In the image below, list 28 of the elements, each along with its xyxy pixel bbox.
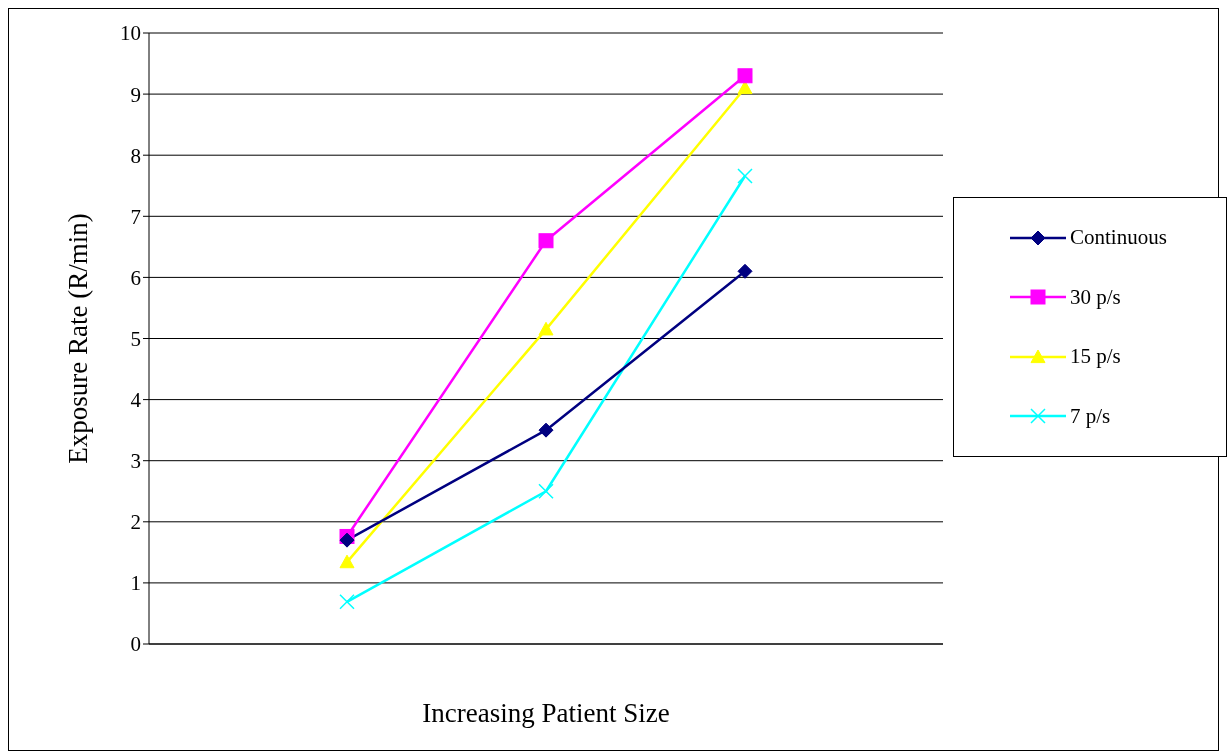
point <box>538 483 554 499</box>
y-tick-label: 10 <box>120 21 141 46</box>
y-tick-label: 9 <box>130 82 141 107</box>
legend-label: 7 p/s <box>1070 403 1111 429</box>
point <box>339 594 355 610</box>
point <box>538 321 554 336</box>
y-tick-label: 4 <box>130 388 142 413</box>
point <box>737 168 753 184</box>
point <box>737 263 753 279</box>
y-tick-label: 1 <box>130 571 141 596</box>
legend-label: 30 p/s <box>1070 284 1121 310</box>
y-axis-title: Exposure Rate (R/min) <box>62 213 93 464</box>
point <box>737 80 753 95</box>
legend-label: 15 p/s <box>1070 344 1121 370</box>
y-tick-label: 3 <box>130 449 141 474</box>
point <box>339 532 355 548</box>
y-tick-label: 6 <box>130 265 141 290</box>
y-tick-label: 2 <box>130 510 141 535</box>
point <box>339 554 355 569</box>
y-tick-label: 0 <box>130 632 141 657</box>
y-tick-label: 7 <box>130 204 141 229</box>
legend-label: Continuous <box>1070 225 1167 251</box>
y-tick-label: 8 <box>130 143 141 168</box>
point <box>538 422 554 438</box>
point <box>737 68 753 84</box>
y-tick-label: 5 <box>130 326 141 351</box>
x-axis-title: Increasing Patient Size <box>422 698 670 728</box>
point <box>538 233 554 249</box>
